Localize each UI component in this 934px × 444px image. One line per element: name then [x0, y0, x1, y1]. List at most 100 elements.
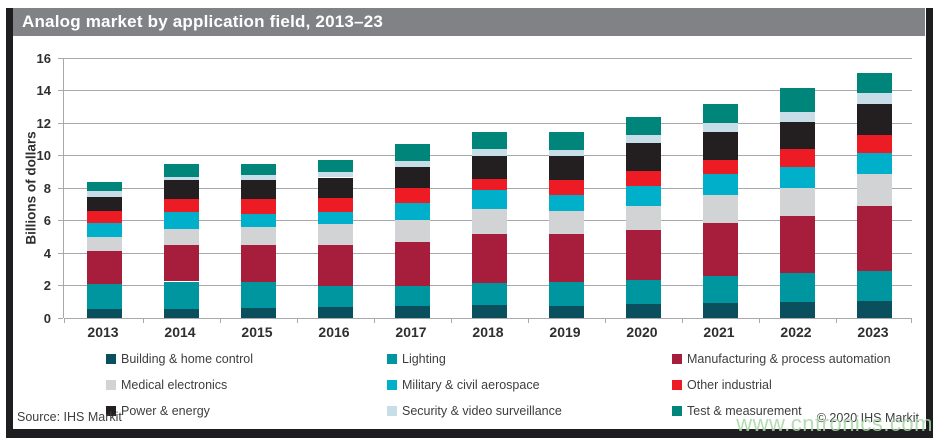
gridline-y-14: [64, 90, 912, 91]
bar-segment-2013-security-video-surveillance: [86, 191, 122, 197]
bar-segment-2023-manufacturing-process-automation: [856, 205, 892, 271]
x-tickmark-end-0: [64, 318, 65, 323]
legend-label-power-energy: Power & energy: [121, 404, 210, 418]
bar-segment-2016-building-home-control: [317, 306, 353, 318]
bar-segment-2019-medical-electronics: [548, 210, 584, 235]
bar-segment-2015-building-home-control: [240, 308, 276, 318]
copyright-note: © 2020 IHS Markit: [816, 411, 919, 425]
watermark: www.cntronics.com: [736, 411, 933, 436]
bar-segment-2022-power-energy: [779, 122, 815, 149]
legend-swatch-military-civil-aerospace-icon: [387, 380, 397, 390]
bar-segment-2018-other-industrial: [471, 179, 507, 190]
bar-segment-2021-test-measurement: [702, 103, 738, 123]
bar-segment-2019-security-video-surveillance: [548, 149, 584, 156]
bar-segment-2021-manufacturing-process-automation: [702, 223, 738, 276]
bar-segment-2019-manufacturing-process-automation: [548, 234, 584, 283]
source-note: Source: IHS Markit: [17, 410, 122, 424]
legend-swatch-medical-electronics-icon: [106, 380, 116, 390]
frame-bottom: [6, 429, 933, 438]
bar-segment-2019-military-civil-aerospace: [548, 195, 584, 211]
bar-segment-2019-power-energy: [548, 155, 584, 180]
bar-segment-2021-military-civil-aerospace: [702, 174, 738, 196]
bar-segment-2020-test-measurement: [625, 117, 661, 136]
bar-segment-2015-military-civil-aerospace: [240, 214, 276, 227]
bar-segment-2019-other-industrial: [548, 179, 584, 196]
bar-segment-2014-building-home-control: [163, 309, 199, 318]
x-axis-labels: 2013 2014 2015 2016 2017 2018 2019 2020 2021 2022…: [63, 324, 911, 342]
bar-segment-2020-military-civil-aerospace: [625, 185, 661, 206]
frame-left: [6, 8, 13, 438]
bar-segment-2023-test-measurement: [856, 73, 892, 93]
bar-segment-2021-medical-electronics: [702, 195, 738, 223]
bar-segment-2021-building-home-control: [702, 302, 738, 318]
bar-segment-2017-lighting: [394, 285, 430, 306]
legend-item-medical-electronics: Medical electronics: [106, 372, 387, 398]
bar-segment-2020-lighting: [625, 279, 661, 305]
x-tick-label-2020: 2020: [626, 324, 658, 340]
y-tickmark-16: [58, 57, 63, 59]
bar-segment-2016-military-civil-aerospace: [317, 211, 353, 224]
legend-item-military-civil-aerospace: Military & civil aerospace: [387, 372, 672, 398]
bar-segment-2020-other-industrial: [625, 171, 661, 186]
bar-segment-2016-medical-electronics: [317, 223, 353, 245]
gridline-y-12: [64, 122, 912, 124]
y-tickmark-0: [58, 317, 63, 319]
legend-item-manufacturing-process-automation: Manufacturing & process automation: [672, 346, 920, 372]
y-tick-label-8: 8: [43, 180, 51, 196]
bar-segment-2022-medical-electronics: [779, 188, 815, 216]
bar-segment-2013-other-industrial: [86, 210, 122, 223]
bar-segment-2022-security-video-surveillance: [779, 111, 815, 123]
bar-segment-2019-lighting: [548, 282, 584, 306]
bar-segment-2020-building-home-control: [625, 304, 661, 318]
x-tick-label-2021: 2021: [703, 324, 735, 340]
bar-segment-2023-medical-electronics: [856, 174, 892, 206]
y-tick-label-14: 14: [36, 83, 51, 98]
legend-swatch-building-home-control-icon: [106, 354, 116, 364]
bar-segment-2020-manufacturing-process-automation: [625, 230, 661, 280]
bar-segment-2022-other-industrial: [779, 149, 815, 167]
bar-segment-2013-manufacturing-process-automation: [86, 250, 122, 284]
bar-segment-2018-test-measurement: [471, 131, 507, 149]
bar-segment-2020-power-energy: [625, 142, 661, 171]
legend-swatch-other-industrial-icon: [672, 380, 682, 390]
bar-segment-2023-other-industrial: [856, 135, 892, 154]
bar-segment-2015-security-video-surveillance: [240, 175, 276, 180]
bar-segment-2016-security-video-surveillance: [317, 171, 353, 178]
legend-swatch-lighting-icon: [387, 354, 397, 364]
legend-label-manufacturing-process-automation: Manufacturing & process automation: [687, 352, 891, 366]
x-tickmark-1: [219, 318, 221, 323]
chart-title: Analog market by application field, 2013…: [22, 12, 384, 31]
bar-segment-2023-military-civil-aerospace: [856, 153, 892, 175]
bar-segment-2016-power-energy: [317, 177, 353, 198]
bar-segment-2019-building-home-control: [548, 305, 584, 318]
gridline-y-16: [64, 57, 912, 59]
legend-swatch-security-video-surveillance-icon: [387, 406, 397, 416]
legend-item-security-video-surveillance: Security & video surveillance: [387, 398, 672, 424]
bar-segment-2017-other-industrial: [394, 188, 430, 204]
bar-segment-2022-building-home-control: [779, 301, 815, 318]
legend-label-military-civil-aerospace: Military & civil aerospace: [402, 378, 540, 392]
bar-segment-2013-test-measurement: [86, 181, 122, 192]
x-tickmark-3: [373, 318, 375, 323]
y-tickmark-14: [58, 90, 63, 91]
x-tickmark-6: [604, 318, 606, 323]
legend-item-building-home-control: Building & home control: [106, 346, 387, 372]
x-tick-label-2023: 2023: [857, 324, 889, 340]
legend-item-power-energy: Power & energy: [106, 398, 387, 424]
frame-right: [926, 8, 933, 438]
bar-segment-2015-power-energy: [240, 179, 276, 200]
bar-segment-2022-manufacturing-process-automation: [779, 215, 815, 274]
x-tick-label-2016: 2016: [318, 324, 350, 340]
y-tick-label-0: 0: [43, 310, 51, 326]
x-tickmark-8: [758, 318, 760, 323]
bar-segment-2014-other-industrial: [163, 199, 199, 213]
bar-segment-2015-lighting: [240, 282, 276, 309]
bar-segment-2018-manufacturing-process-automation: [471, 234, 507, 284]
plot-area: [58, 57, 912, 323]
bar-segment-2015-other-industrial: [240, 199, 276, 214]
y-tick-label-4: 4: [43, 245, 51, 261]
x-tick-label-2013: 2013: [87, 324, 119, 340]
bar-segment-2018-building-home-control: [471, 305, 507, 318]
x-tick-label-2014: 2014: [164, 324, 196, 340]
